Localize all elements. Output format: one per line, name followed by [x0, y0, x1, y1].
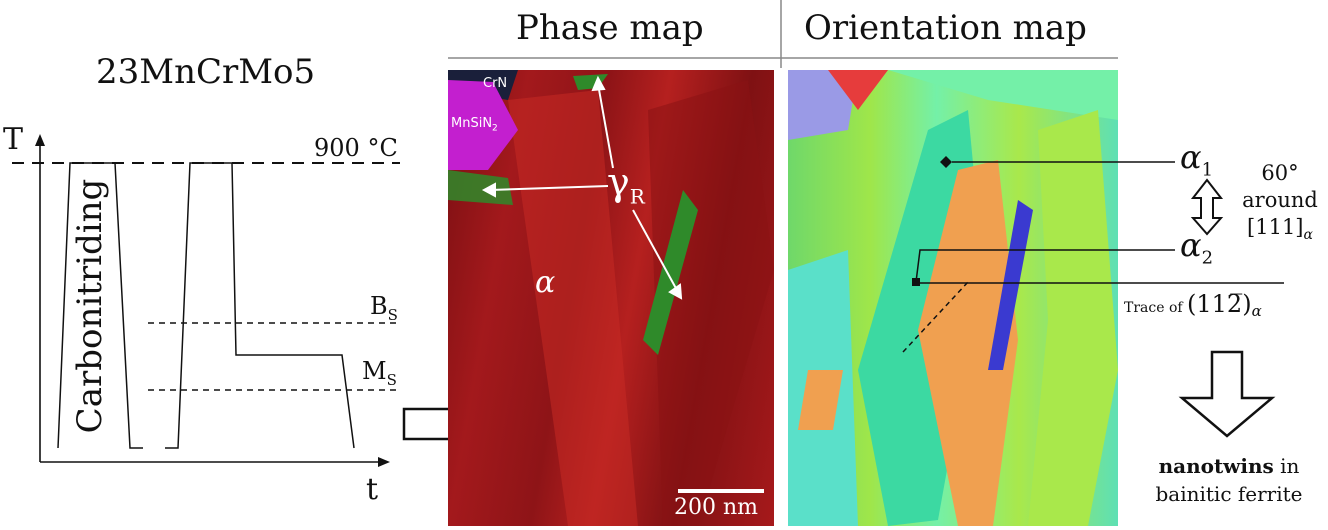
austenite-lath — [448, 170, 513, 205]
time-axis-arrow — [378, 457, 390, 467]
conclusion-line-1: nanotwins in — [1134, 452, 1324, 480]
bs-subscript: S — [387, 305, 398, 324]
alpha1-marker-icon — [940, 156, 952, 168]
down-arrow-icon — [1178, 350, 1276, 438]
time-axis-label: t — [366, 472, 379, 507]
conclusion-text: nanotwins in bainitic ferrite — [1134, 452, 1324, 508]
alpha2-pointer — [915, 249, 1175, 283]
trace-prefix: Trace of — [1124, 300, 1188, 316]
mnsin2-label: MnSiN2 — [451, 116, 498, 134]
conclusion-line-2: bainitic ferrite — [1155, 482, 1303, 506]
temperature-900-label: 900 °C — [314, 134, 398, 162]
orientation-grain — [1028, 110, 1118, 526]
ms-label: MS — [362, 357, 397, 389]
alpha1-label: α1 — [1180, 138, 1213, 180]
carbonitriding-curve — [57, 162, 143, 449]
rotation-annotation: 60° around [111]α — [1234, 160, 1326, 249]
gamma-subscript: R — [629, 184, 645, 209]
rotation-angle: 60° — [1261, 161, 1299, 185]
orientation-grain — [988, 200, 1033, 370]
double-arrow-icon — [1190, 178, 1224, 236]
orientation-grain — [828, 70, 888, 110]
mnsin2-inclusion — [448, 80, 518, 170]
austempering-curve — [165, 162, 355, 449]
alpha2-subscript: 2 — [1201, 247, 1214, 269]
alpha-label: α — [535, 265, 556, 300]
gamma-arrow-left — [489, 185, 609, 191]
ms-letter: M — [362, 357, 387, 385]
rotation-axis-subscript: α — [1303, 227, 1313, 244]
ferrite-lath — [648, 80, 774, 526]
gamma-symbol: γ — [607, 160, 630, 204]
trace-index: (112̅) — [1187, 290, 1252, 318]
trace-label: Trace of (112̅)α — [1124, 290, 1262, 320]
conclusion-line-1-rest: in — [1273, 454, 1300, 478]
gamma-arrow-up — [597, 83, 614, 169]
orientation-grain — [798, 370, 843, 430]
mnsin2-subscript: 2 — [492, 123, 498, 134]
orientation-grain — [918, 160, 1018, 526]
phase-map-title: Phase map — [516, 8, 704, 48]
bs-letter: B — [370, 292, 388, 320]
temperature-axis-arrow — [35, 134, 45, 146]
ferrite-lath — [508, 90, 638, 526]
crn-label: CrN — [483, 76, 508, 91]
trace-subscript: α — [1251, 302, 1262, 321]
gamma-r-label: γR — [607, 160, 645, 209]
mnsin2-text: MnSiN — [451, 116, 493, 131]
alpha1-symbol: α — [1180, 138, 1202, 176]
ms-subscript: S — [386, 370, 397, 389]
trace-line — [902, 281, 969, 353]
alpha2-symbol: α — [1180, 226, 1202, 264]
nanotwins-word: nanotwins — [1158, 454, 1274, 478]
austenite-lath — [643, 190, 698, 355]
rotation-axis: [111]α — [1234, 214, 1326, 249]
temperature-axis-label: T — [3, 122, 24, 157]
gamma-arrow-down-head — [668, 283, 683, 300]
rotation-axis-index: [111] — [1247, 215, 1304, 239]
alpha2-label: α2 — [1180, 226, 1213, 268]
orientation-grain — [888, 70, 1118, 120]
orientation-grain — [788, 70, 858, 140]
orientation-map-image — [788, 70, 1118, 526]
phase-map-image — [448, 70, 774, 526]
gamma-arrow-up-head — [591, 75, 606, 92]
orientation-map-title: Orientation map — [804, 8, 1087, 48]
gamma-arrow-down — [632, 209, 679, 293]
gamma-arrow-left-head — [481, 182, 496, 198]
alpha1-subscript: 1 — [1201, 159, 1214, 181]
steel-grade-label: 23MnCrMo5 — [96, 52, 316, 92]
bs-label: BS — [370, 292, 398, 324]
scale-bar-label: 200 nm — [674, 495, 759, 520]
rotation-word: around — [1242, 188, 1318, 212]
